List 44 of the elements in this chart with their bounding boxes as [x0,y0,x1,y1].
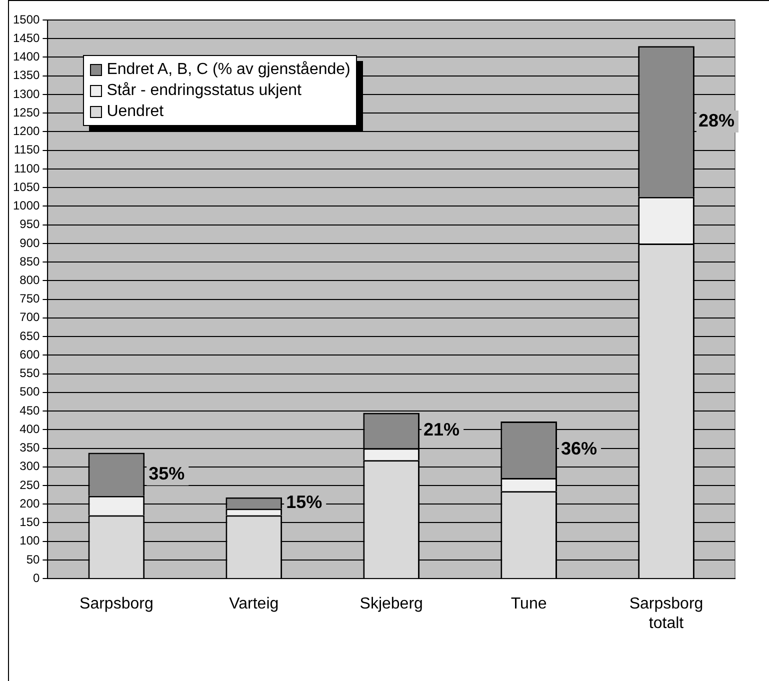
y-tick-label: 900 [20,236,40,250]
y-tick-label: 1000 [12,198,40,213]
y-tick-label: 850 [20,254,40,268]
y-tick-label: 250 [20,478,40,492]
y-tick-label: 1150 [14,142,40,157]
y-tick-label: 550 [20,366,40,380]
y-tick-label: 700 [20,310,40,324]
y-tick-label: 0 [33,570,40,585]
y-tick-label: 150 [20,515,40,530]
annotation: 15% [286,492,322,512]
y-tick-label: 1350 [12,68,40,82]
y-tick-label: 350 [20,440,40,455]
y-tick-label: 50 [26,552,40,566]
y-tick-label: 100 [20,534,40,548]
legend-label: Står - endringsstatus ukjent [106,81,302,101]
y-tick-label: 1400 [12,50,40,64]
y-tick-label: 1200 [12,124,40,138]
y-tick-label: 300 [20,459,40,474]
legend-label: Uendret [106,102,164,122]
y-tick-label: 200 [20,496,40,510]
annotation: 35% [148,463,185,484]
y-tick-label: 400 [20,422,40,436]
y-tick-label: 1100 [14,161,40,176]
y-tick-label: 500 [20,384,40,399]
y-tick-label: 950 [20,217,40,232]
x-tick-label: Tune [510,596,547,613]
y-tick-label: 450 [20,403,40,418]
annotation: 36% [560,438,598,459]
y-tick-label: 1050 [12,180,40,194]
x-tick-label: Skjeberg [360,596,423,613]
annotation: 28% [698,110,734,130]
y-tick-label: 1500 [12,12,40,26]
legend-label: Endret A, B, C (% av gjenstående) [106,60,350,80]
x-tick-label: Sarpsborg totalt [629,596,704,632]
y-tick-label: 1250 [12,105,40,120]
y-tick-label: 650 [20,328,40,343]
y-tick-label: 750 [20,292,40,306]
x-tick-label: Sarpsborg [80,596,154,613]
y-tick-label: 1450 [12,30,40,45]
x-tick-label: Varteig [229,596,279,613]
y-tick-label: 600 [20,347,40,362]
y-tick-label: 1300 [12,86,40,101]
y-tick-label: 800 [20,272,40,287]
annotation: 21% [424,420,460,440]
